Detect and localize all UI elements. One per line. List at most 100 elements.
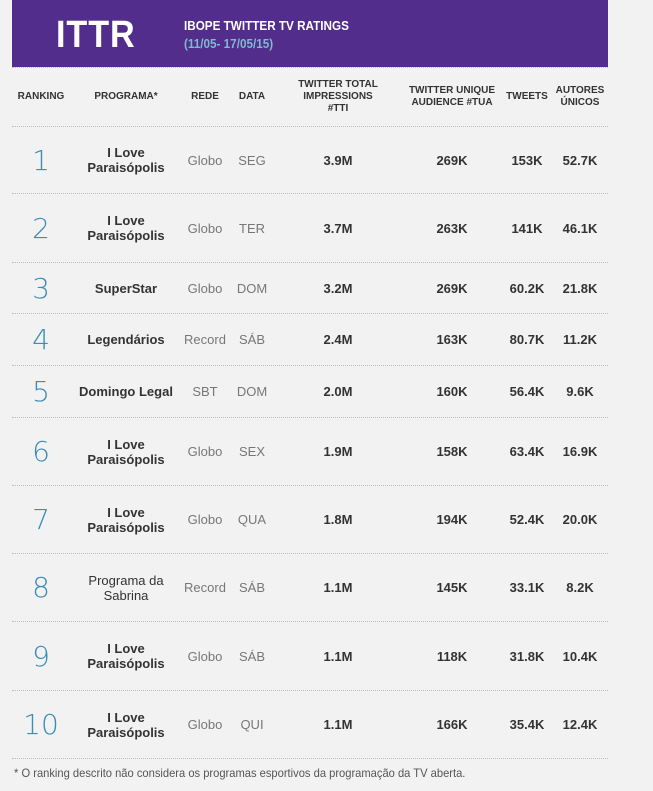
weekday: QUA (237, 512, 267, 527)
program-name: Domingo Legal (79, 384, 173, 399)
program-name: I Love Paraisópolis (87, 213, 165, 243)
table-header: RANKING PROGRAMA* REDE DATA TWITTER TOTA… (12, 67, 608, 126)
program-name: I Love Paraisópolis (87, 436, 165, 467)
table-body: 1 I Love Paraisópolis Globo SEG 3.9M 269K 153K… (12, 126, 608, 758)
rank-number: 4 (32, 323, 50, 356)
tua-value: 166K (436, 717, 468, 732)
tti-value: 3.9M (323, 152, 353, 168)
tua-value: 145K (436, 580, 468, 595)
tweets-value: 35.4K (509, 717, 545, 732)
weekday: DOM (236, 384, 268, 399)
tua-value: 163K (436, 332, 468, 347)
tweets-value: 31.8K (509, 648, 545, 664)
table-row: 4 Legendários Record SÁB 2.4M 163K 80.7K 11.2K (12, 313, 608, 365)
tua-value: 269K (436, 280, 468, 296)
program-name: SuperStar (94, 280, 158, 296)
banner-period: (11/05- 17/05/15) (184, 36, 274, 51)
tua-value: 194K (436, 512, 468, 527)
weekday: DOM (236, 280, 268, 296)
table-row: 5 Domingo Legal SBT DOM 2.0M 160K 56.4K 9.6K (12, 365, 608, 417)
tweets-value: 60.2K (509, 280, 545, 296)
network: Globo (187, 280, 223, 296)
header-rede: REDE (191, 91, 219, 102)
program-name: I Love Paraisópolis (87, 641, 165, 671)
table-row: 10 I Love Paraisópolis Globo QUI 1.1M 166K 35.… (12, 690, 608, 758)
unique-authors-value: 52.7K (562, 152, 598, 168)
header-autores: AUTORES ÚNICOS (555, 85, 605, 108)
network: Globo (187, 220, 223, 236)
weekday: SÁB (238, 580, 265, 595)
rank-number: 1 (32, 143, 50, 177)
unique-authors-value: 16.9K (562, 444, 598, 459)
tweets-value: 63.4K (509, 444, 545, 459)
tweets-value: 33.1K (509, 580, 545, 595)
rank-number: 7 (32, 503, 50, 536)
header-tua: TWITTER UNIQUE AUDIENCE #TUA (408, 85, 496, 108)
tti-value: 1.1M (323, 648, 353, 664)
program-name: Programa da Sabrina (88, 572, 164, 603)
tua-value: 160K (436, 384, 468, 399)
program-name: I Love Paraisópolis (87, 504, 165, 535)
table-row: 1 I Love Paraisópolis Globo SEG 3.9M 269K 153K… (12, 126, 608, 193)
network: Record (184, 332, 226, 347)
unique-authors-value: 10.4K (562, 648, 598, 664)
table-row: 8 Programa da Sabrina Record SÁB 1.1M 145K 33.… (12, 553, 608, 621)
table-row: 7 I Love Paraisópolis Globo QUA 1.8M 194K 52.4… (12, 485, 608, 553)
ittr-logo: ITTR (56, 14, 136, 56)
tti-value: 1.1M (323, 717, 353, 732)
rank-number: 3 (32, 271, 50, 305)
header-data: DATA (238, 91, 266, 102)
network: SBT (192, 384, 218, 399)
rank-number: 8 (32, 571, 50, 604)
network: Record (184, 580, 226, 595)
network: Globo (187, 717, 223, 732)
unique-authors-value: 11.2K (563, 332, 597, 347)
tweets-value: 56.4K (509, 384, 545, 399)
tti-value: 2.4M (323, 332, 353, 347)
tti-value: 2.0M (323, 384, 353, 399)
ratings-table: RANKING PROGRAMA* REDE DATA TWITTER TOTA… (12, 67, 608, 759)
tua-value: 158K (436, 444, 468, 459)
table-row: 3 SuperStar Globo DOM 3.2M 269K 60.2K 21.8K (12, 262, 608, 313)
tweets-value: 52.4K (509, 512, 545, 527)
footnote: * O ranking descrito não considera os pr… (14, 766, 466, 780)
unique-authors-value: 9.6K (566, 384, 594, 399)
tua-value: 263K (436, 220, 468, 236)
program-name: Legendários (87, 332, 165, 347)
weekday: SEX (238, 444, 265, 459)
rank-number: 10 (23, 708, 59, 741)
table-row: 9 I Love Paraisópolis Globo SÁB 1.1M 118K 31.8… (12, 621, 608, 690)
network: Globo (187, 512, 223, 527)
unique-authors-value: 20.0K (562, 512, 598, 527)
unique-authors-value: 12.4K (562, 717, 598, 732)
header-programa: PROGRAMA* (94, 91, 158, 102)
weekday: SÁB (238, 332, 265, 347)
rank-number: 6 (32, 435, 50, 468)
rank-number: 5 (32, 375, 50, 408)
ittr-banner: ITTR IBOPE TWITTER TV RATINGS (11/05- 17… (12, 0, 608, 67)
banner-title: IBOPE TWITTER TV RATINGS (184, 18, 349, 33)
program-name: I Love Paraisópolis (87, 709, 165, 740)
table-row: 6 I Love Paraisópolis Globo SEX 1.9M 158K 63.4… (12, 417, 608, 485)
rank-number: 9 (32, 639, 50, 673)
table-bottom-divider (12, 758, 608, 759)
tweets-value: 141K (511, 220, 543, 236)
network: Globo (187, 444, 223, 459)
weekday: SEG (238, 152, 266, 168)
rank-number: 2 (32, 211, 50, 245)
unique-authors-value: 8.2K (566, 580, 594, 595)
weekday: SÁB (238, 648, 265, 664)
weekday: TER (239, 220, 265, 236)
tua-value: 118K (436, 648, 468, 664)
tti-value: 1.9M (323, 444, 353, 459)
table-row: 2 I Love Paraisópolis Globo TER 3.7M 263K 141K… (12, 193, 608, 262)
tti-value: 3.7M (323, 220, 353, 236)
tti-value: 1.1M (323, 580, 353, 595)
header-tweets: TWEETS (506, 91, 548, 102)
program-name: I Love Paraisópolis (87, 145, 165, 175)
network: Globo (187, 648, 223, 664)
tti-value: 3.2M (323, 280, 353, 296)
header-ranking: RANKING (17, 91, 65, 102)
header-tti: TWITTER TOTAL IMPRESSIONS #TTI (298, 79, 378, 114)
tti-value: 1.8M (323, 512, 353, 527)
